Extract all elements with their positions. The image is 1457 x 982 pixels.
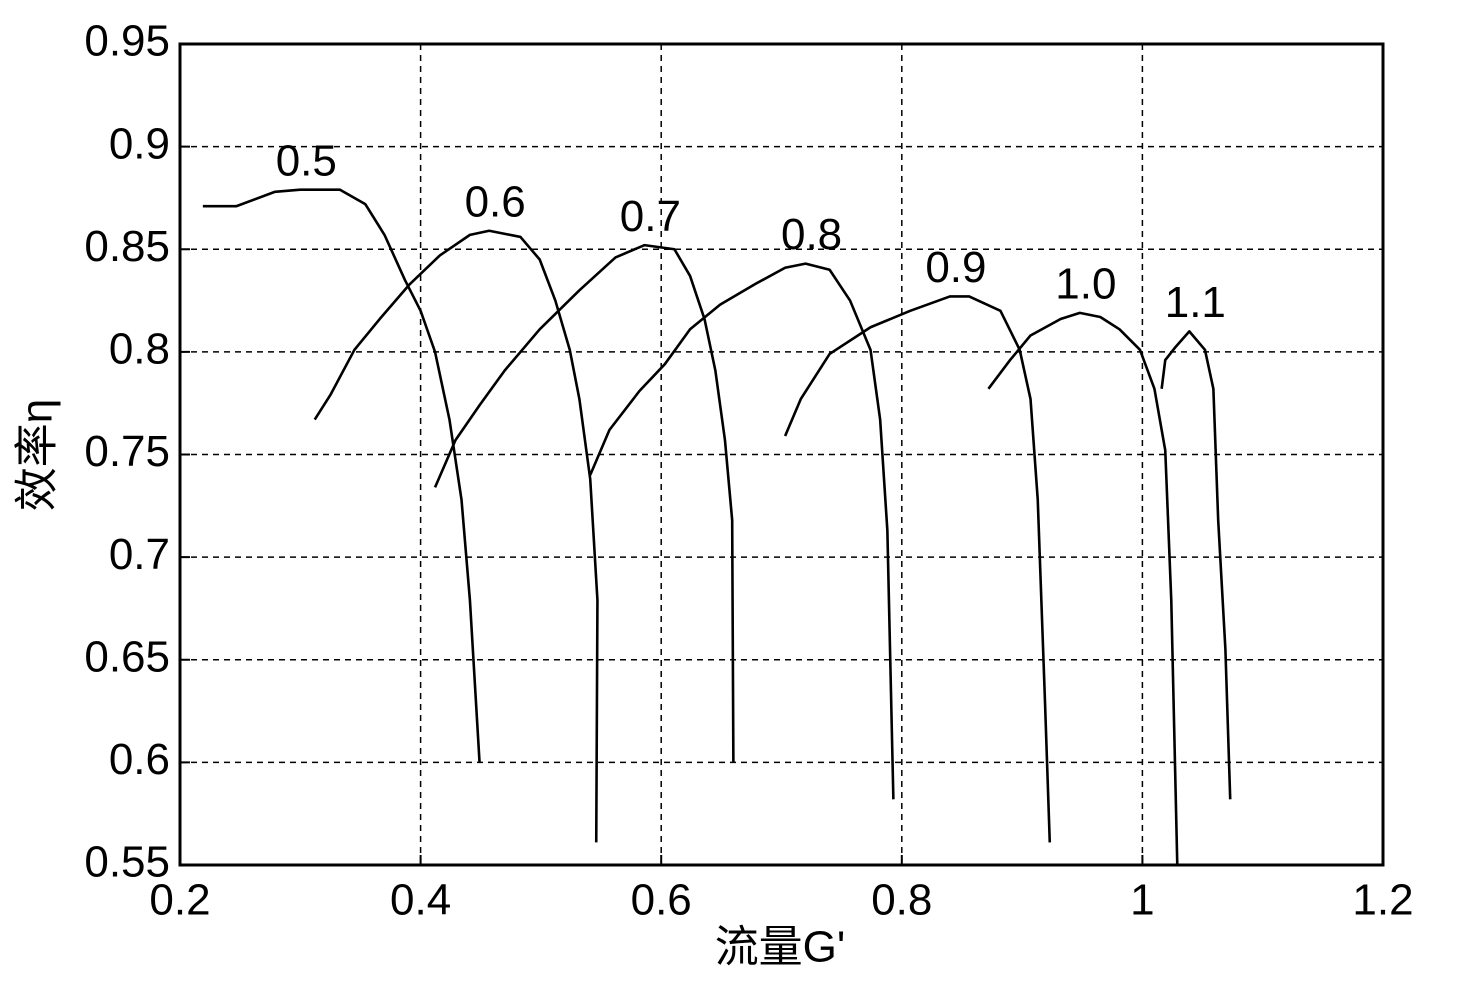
x-tick-label: 1 bbox=[1130, 876, 1154, 925]
y-tick-label: 0.55 bbox=[84, 838, 170, 887]
curve bbox=[433, 243, 735, 763]
curve bbox=[987, 311, 1179, 866]
x-tick-label: 0.6 bbox=[631, 876, 692, 925]
y-tick-label: 0.7 bbox=[109, 530, 170, 579]
y-tick-label: 0.85 bbox=[84, 222, 170, 271]
y-tick-label: 0.8 bbox=[109, 325, 170, 374]
y-tick-label: 0.65 bbox=[84, 632, 170, 681]
curve bbox=[589, 262, 895, 800]
x-tick-label: 0.8 bbox=[871, 876, 932, 925]
x-axis-label: 流量G' bbox=[715, 923, 846, 972]
curve bbox=[313, 229, 599, 843]
curve bbox=[202, 188, 481, 763]
curve-label: 0.6 bbox=[465, 177, 526, 226]
x-tick-label: 0.2 bbox=[149, 876, 210, 925]
curve-label: 1.0 bbox=[1055, 260, 1116, 309]
x-tick-label: 0.4 bbox=[390, 876, 451, 925]
y-tick-label: 0.75 bbox=[84, 427, 170, 476]
curve-label: 0.5 bbox=[276, 136, 337, 185]
y-axis-label: 效率η bbox=[13, 399, 62, 511]
curve-label: 1.1 bbox=[1165, 278, 1226, 327]
curve-label: 0.9 bbox=[925, 243, 986, 292]
y-tick-label: 0.6 bbox=[109, 735, 170, 784]
curve bbox=[783, 295, 1052, 843]
curve-label: 0.8 bbox=[781, 210, 842, 259]
curve-label: 0.7 bbox=[620, 192, 681, 241]
curve bbox=[1160, 330, 1232, 800]
plot-frame bbox=[178, 42, 1385, 867]
y-tick-label: 0.95 bbox=[84, 17, 170, 66]
x-tick-label: 1.2 bbox=[1352, 876, 1413, 925]
y-tick-label: 0.9 bbox=[109, 119, 170, 168]
